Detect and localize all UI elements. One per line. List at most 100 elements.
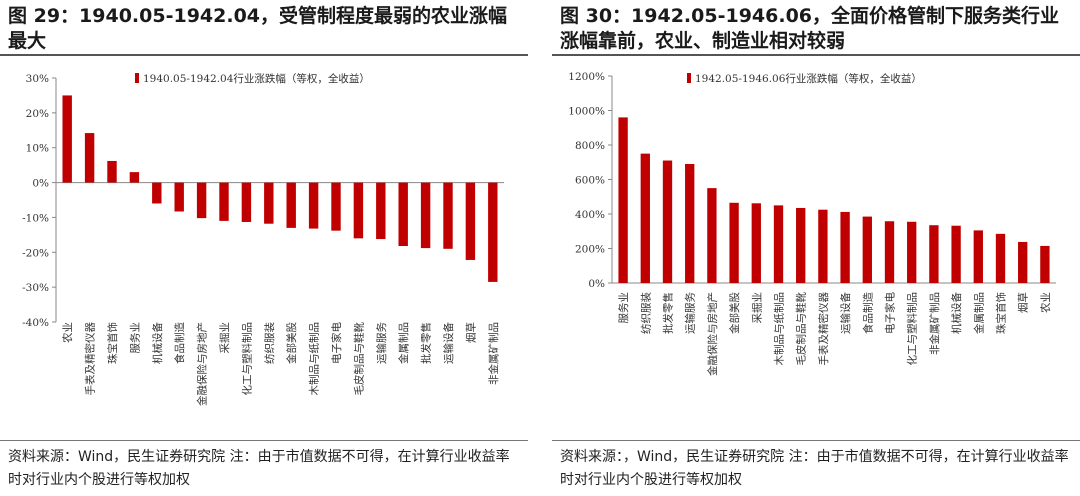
bar — [951, 225, 961, 283]
y-tick-label: -40% — [22, 317, 49, 329]
x-tick-label: 手表及精密仪器 — [817, 292, 830, 366]
y-tick-label: 0% — [588, 278, 605, 290]
y-tick-label: 30% — [26, 73, 49, 85]
x-tick-label: 批发零售 — [420, 322, 433, 364]
y-tick-label: 20% — [26, 108, 49, 120]
bar — [862, 216, 872, 283]
x-tick-label: 纺织服装 — [639, 292, 652, 334]
x-tick-label: 机械设备 — [151, 322, 164, 364]
y-tick-label: -10% — [22, 212, 49, 224]
bar — [152, 182, 162, 204]
x-tick-label: 采掘业 — [218, 322, 231, 354]
x-tick-label: 金属制品 — [972, 292, 985, 334]
x-tick-label: 毛皮制品与鞋靴 — [795, 292, 808, 366]
chart-panel-right: 图 30：1942.05-1946.06，全面价格管制下服务类行业涨幅靠前，农业… — [552, 0, 1080, 496]
bar — [129, 172, 140, 183]
bar — [84, 133, 95, 183]
bar — [618, 117, 628, 284]
y-tick-label: 1200% — [568, 71, 605, 83]
x-tick-label: 机械设备 — [950, 292, 963, 334]
bar — [107, 160, 117, 183]
bar — [640, 153, 650, 283]
x-tick-label: 金融保险与房地产 — [196, 322, 209, 406]
x-tick-label: 烟草 — [1017, 292, 1030, 313]
bar — [796, 207, 806, 283]
chart-title: 图 29：1940.05-1942.04，受管制程度最弱的农业涨幅最大 — [8, 5, 508, 52]
bar — [995, 233, 1006, 283]
x-tick-label: 烟草 — [464, 322, 477, 343]
bar-chart-1942-1946: 1200% 1000% 800% 600% 400% 200% 0% 1942.05-1946… — [568, 71, 1056, 376]
bar — [308, 182, 319, 229]
x-tick-label: 运输设备 — [442, 322, 455, 364]
x-tick-label: 化工与塑料制品 — [240, 322, 253, 396]
bar — [884, 221, 895, 283]
y-tick-label: 400% — [575, 209, 605, 221]
x-tick-label: 采掘业 — [750, 292, 763, 324]
bar — [973, 230, 983, 283]
x-tick-label: 非金属矿制品 — [928, 292, 941, 355]
bar — [907, 221, 917, 283]
bar — [398, 182, 408, 247]
bar-chart-1940-1942: 30% 20% 10% 0% -10% -20% -30% -40% 1940.05-1942.… — [22, 72, 504, 406]
legend-swatch — [687, 73, 691, 83]
y-tick-label: -30% — [22, 282, 49, 294]
bar — [376, 182, 386, 240]
bar — [840, 211, 850, 283]
source-note: 资料来源：Wind，民生证券研究院 注：由于市值数据不可得，在计算行业收益率时对… — [8, 449, 510, 488]
bar — [286, 182, 296, 228]
x-tick-label: 农业 — [61, 322, 74, 343]
x-tick-label: 金属制品 — [397, 322, 410, 364]
bar — [929, 225, 939, 283]
y-tick-label: 600% — [575, 175, 605, 187]
chart-panel-left: 图 29：1940.05-1942.04，受管制程度最弱的农业涨幅最大 30% 2… — [0, 0, 528, 496]
x-tick-label: 木制品与纸制品 — [773, 292, 786, 366]
x-tick-label: 毛皮制品与鞋靴 — [352, 322, 365, 396]
source-rule — [552, 440, 1080, 441]
bar — [1040, 245, 1050, 283]
bar — [196, 182, 207, 219]
bar — [465, 182, 476, 260]
y-tick-label: 200% — [575, 244, 605, 256]
bar — [219, 182, 229, 221]
x-tick-label: 批发零售 — [662, 292, 675, 334]
legend-swatch — [135, 73, 139, 83]
x-tick-label: 服务业 — [617, 292, 630, 324]
y-tick-label: 800% — [575, 140, 605, 152]
bar — [488, 182, 498, 282]
bar — [264, 182, 274, 224]
x-tick-label: 运输设备 — [839, 292, 852, 334]
x-tick-label: 农业 — [1039, 292, 1052, 313]
source-rule — [0, 440, 528, 441]
legend-label: 1942.05-1946.06行业涨跌幅（等权，全收益） — [695, 72, 922, 85]
bar — [707, 188, 717, 283]
title-rule — [0, 54, 528, 56]
x-tick-label: 非金属矿制品 — [487, 322, 500, 385]
bar — [174, 182, 184, 212]
bar — [662, 160, 673, 283]
chart-title: 图 30：1942.05-1946.06，全面价格管制下服务类行业涨幅靠前，农业… — [560, 5, 1060, 52]
y-tick-label: 0% — [32, 178, 49, 190]
x-tick-label: 食品制造 — [861, 292, 874, 334]
bar — [420, 182, 431, 249]
x-tick-label: 金部美股 — [285, 322, 298, 364]
y-tick-label: 1000% — [568, 106, 605, 118]
source-note: 资料来源：，Wind，民生证券研究院 注：由于市值数据不可得，在计算行业收益率时… — [560, 449, 1069, 488]
x-tick-label: 电子家电 — [884, 292, 897, 334]
bar — [1018, 241, 1028, 283]
bar — [353, 182, 364, 239]
x-tick-label: 金部美股 — [728, 292, 741, 334]
x-tick-label: 纺织服装 — [263, 322, 276, 364]
x-tick-label: 运输服务 — [375, 322, 388, 364]
x-tick-label: 电子家电 — [330, 322, 343, 364]
y-tick-label: -20% — [22, 247, 49, 259]
x-tick-label: 食品制造 — [173, 322, 186, 364]
x-tick-label: 珠宝首饰 — [106, 322, 119, 364]
x-tick-label: 服务业 — [128, 322, 141, 354]
bar — [241, 182, 252, 222]
x-tick-label: 珠宝首饰 — [995, 292, 1008, 334]
bar — [751, 203, 761, 283]
bar — [331, 182, 341, 231]
bar — [62, 95, 72, 183]
bar — [773, 205, 784, 283]
legend-label: 1940.05-1942.04行业涨跌幅（等权，全收益） — [143, 72, 370, 85]
